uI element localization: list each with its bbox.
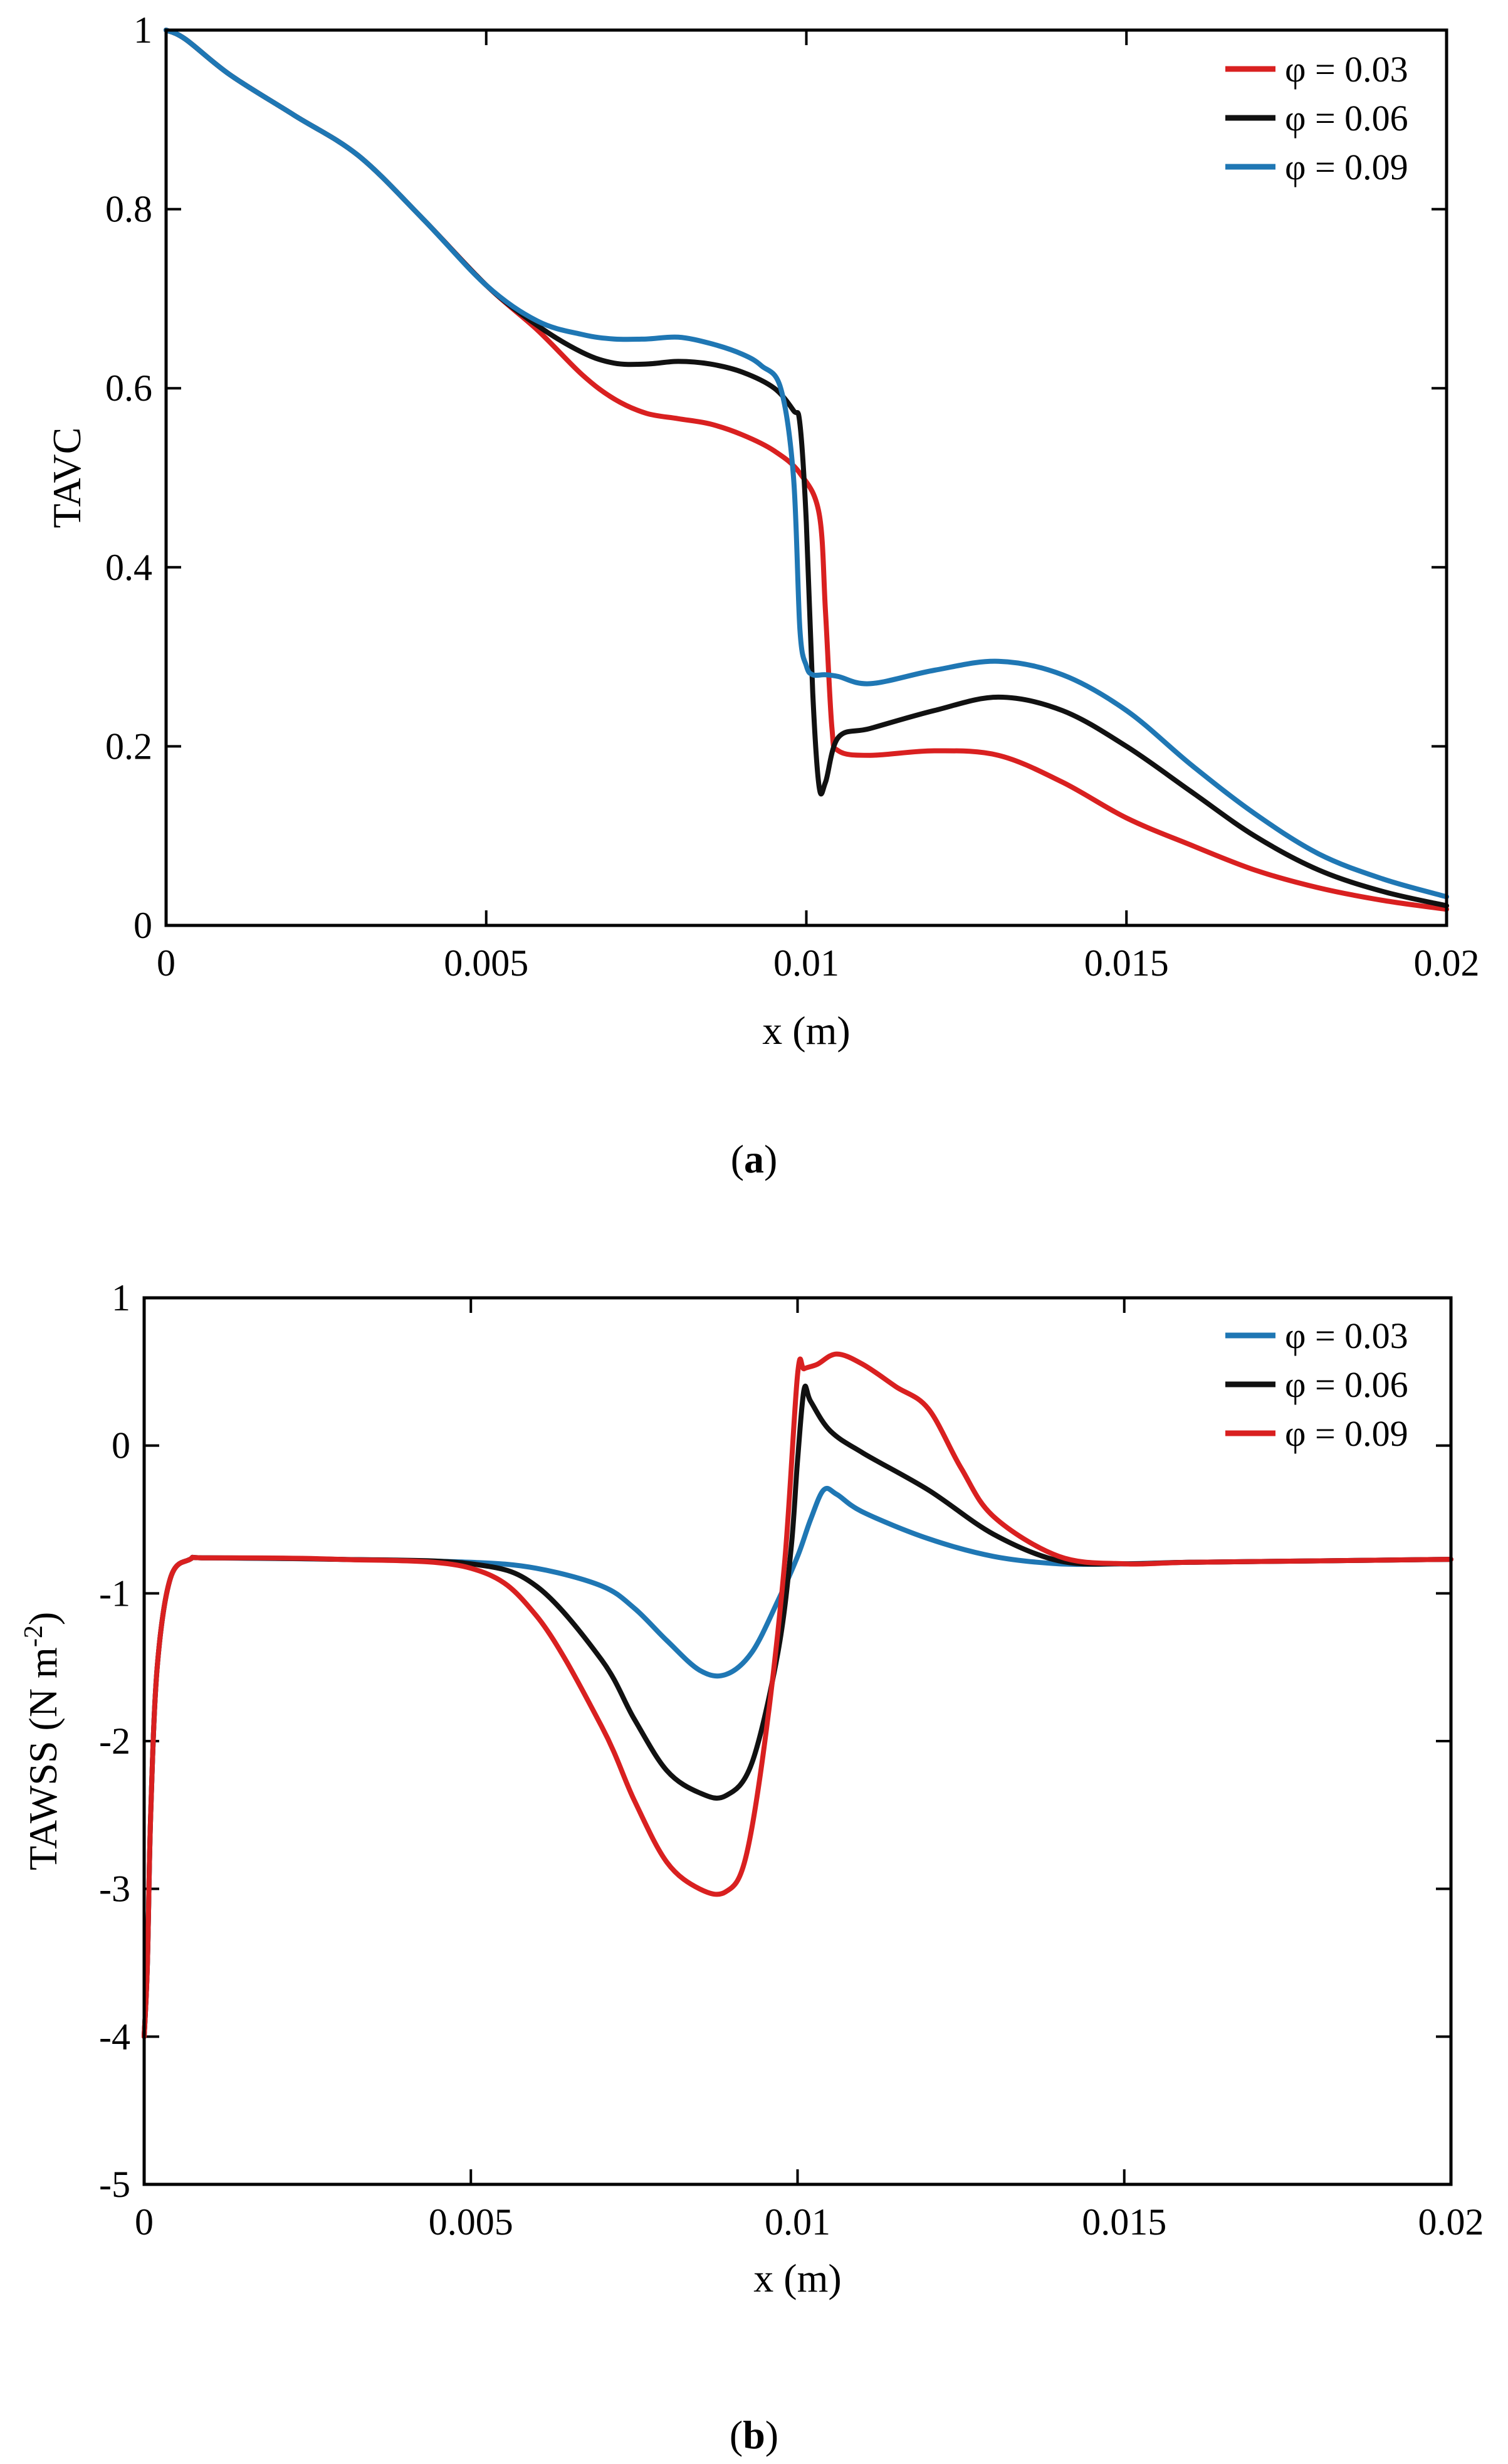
panel-a-caption: (a)	[731, 1137, 778, 1181]
panel-b-y-tick-label: -3	[99, 1868, 130, 1910]
panel-b-y-tick-label: -4	[99, 2016, 130, 2057]
panel-a-y-tick-label: 0.2	[105, 725, 152, 767]
panel-b-x-tick-label: 0.02	[1418, 2201, 1484, 2243]
panel-a-legend-label-1: φ = 0.03	[1285, 49, 1408, 90]
panel-b-y-tick-label: -5	[99, 2164, 130, 2205]
panel-b-x-tick-label: 0	[135, 2201, 154, 2243]
panel-a-y-tick-label: 0.4	[105, 547, 152, 588]
panel-b-y-tick-label: -1	[99, 1572, 130, 1614]
panel-a-y-tick-label: 0.6	[105, 367, 152, 409]
panel-a-y-axis-label: TAVC	[45, 428, 89, 529]
panel-b-legend-label-3: φ = 0.09	[1285, 1413, 1408, 1454]
panel-a-x-axis-label: x (m)	[762, 1008, 850, 1053]
panel-a-axes-frame	[164, 28, 1448, 927]
panel-b-caption: (b)	[730, 2413, 778, 2457]
panel-b-y-tick-label: 1	[112, 1277, 130, 1319]
panel-a-legend-label-2: φ = 0.06	[1285, 98, 1408, 139]
panel-b-y-axis-label: TAWSS (N m-2)	[19, 1612, 65, 1870]
panel-a-legend-label-3: φ = 0.09	[1285, 147, 1408, 187]
panel-a-x-tick-label: 0	[157, 942, 175, 984]
panel-a-legend: φ = 0.03 φ = 0.06 φ = 0.09	[1225, 49, 1408, 187]
panel-b-legend-label-2: φ = 0.06	[1285, 1364, 1408, 1405]
panel-a-x-tick-label: 0.005	[444, 942, 528, 984]
panel-b-axes-frame	[142, 1296, 1453, 2186]
panel-a-plot-area	[164, 28, 1449, 912]
panel-a-y-tick-label: 0	[134, 905, 152, 946]
panel-b-x-tick-label: 0.015	[1082, 2201, 1166, 2243]
panel-b-series-line-3	[142, 1351, 1453, 2040]
panel-b-legend: φ = 0.03 φ = 0.06 φ = 0.09	[1225, 1315, 1408, 1454]
panel-b-x-tick-label: 0.005	[429, 2201, 513, 2243]
panel-a-series-line-3	[164, 28, 1449, 900]
panel-b-legend-label-1: φ = 0.03	[1285, 1315, 1408, 1356]
panel-b-y-tick-label: -2	[99, 1720, 130, 1762]
panel-b-y-tick-label: 0	[112, 1425, 130, 1466]
panel-a-x-tick-label: 0.02	[1414, 942, 1480, 984]
panel-a-y-tick-label: 0.8	[105, 189, 152, 230]
panel-a-y-tick-label: 1	[134, 9, 152, 51]
panel-a-x-tick-label: 0.015	[1084, 942, 1169, 984]
panel-b-x-tick-label: 0.01	[765, 2201, 830, 2243]
panel-b-plot-area	[142, 1351, 1453, 2040]
panel-a-x-tick-label: 0.01	[773, 942, 839, 984]
panel-b-x-axis-label: x (m)	[753, 2256, 841, 2300]
panel-b-chart: 0 0.005 0.01 0.015 0.02 -5 -4 -3 -2 -1 0 1 x (m) TA…	[19, 1277, 1484, 2457]
